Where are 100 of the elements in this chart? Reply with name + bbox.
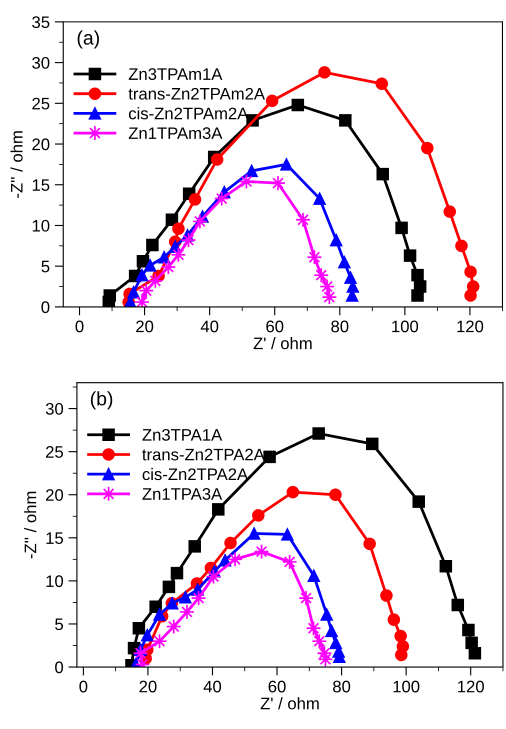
point xyxy=(188,193,202,206)
point xyxy=(411,268,424,282)
point xyxy=(366,438,378,450)
y-tick-label: 0 xyxy=(41,301,50,314)
legend-label: cis-Zn2TPAm2A xyxy=(128,107,248,120)
point xyxy=(153,608,166,621)
annotation: (b) xyxy=(90,391,112,410)
point xyxy=(172,222,185,235)
point xyxy=(179,604,195,620)
x-tick-label: 20 xyxy=(139,680,157,692)
x-tick-label: 40 xyxy=(200,320,218,332)
point xyxy=(338,256,351,268)
point xyxy=(363,538,376,550)
y-tick-label: 20 xyxy=(46,489,64,501)
x-tick-label: 100 xyxy=(392,320,418,332)
point xyxy=(404,249,416,262)
point xyxy=(281,528,294,541)
x-tick-label: 120 xyxy=(457,320,484,332)
y-axis-title: -Z'' / ohm xyxy=(10,131,23,198)
point xyxy=(146,238,159,252)
point xyxy=(452,598,464,612)
x-tick-label: 100 xyxy=(394,680,420,692)
point xyxy=(160,259,176,275)
point xyxy=(313,192,326,205)
x-tick-label: 40 xyxy=(204,680,222,692)
x-axis-title: Z' / ohm xyxy=(254,337,312,350)
point xyxy=(212,503,225,516)
point xyxy=(127,286,140,298)
point xyxy=(329,488,342,501)
y-tick-label: 10 xyxy=(46,575,64,588)
point xyxy=(462,624,475,636)
y-tick-label: 25 xyxy=(32,98,50,110)
point xyxy=(245,164,258,178)
point xyxy=(263,450,276,464)
point xyxy=(141,628,154,642)
x-axis-title: Z' / ohm xyxy=(260,697,319,710)
point xyxy=(206,568,222,584)
y-tick-label: 15 xyxy=(46,532,64,544)
point xyxy=(158,250,170,264)
x-tick-label: 20 xyxy=(136,320,154,332)
x-tick-label: 0 xyxy=(79,680,88,692)
y-tick-label: 20 xyxy=(32,138,50,150)
point xyxy=(394,630,407,642)
x-tick-label: 80 xyxy=(331,320,348,332)
y-tick-label: 0 xyxy=(55,661,64,674)
point xyxy=(444,205,456,218)
x-tick-label: 120 xyxy=(458,680,484,692)
point xyxy=(376,78,388,90)
point xyxy=(412,495,425,508)
point xyxy=(166,214,178,226)
y-tick-label: 30 xyxy=(46,402,64,415)
legend-label: Zn1TPAm3A xyxy=(128,127,222,140)
point xyxy=(132,622,146,635)
point xyxy=(286,486,300,498)
point xyxy=(464,289,477,302)
point xyxy=(421,142,434,154)
y-tick-label: 30 xyxy=(32,56,50,69)
point xyxy=(308,569,320,582)
point xyxy=(170,566,184,580)
point xyxy=(339,114,352,127)
point xyxy=(104,289,116,302)
legend-label: Zn1TPA3A xyxy=(142,488,222,500)
point xyxy=(252,509,265,522)
point xyxy=(144,259,156,272)
point xyxy=(254,544,270,560)
legend-label: trans-Zn2TPA2A xyxy=(142,448,265,460)
point xyxy=(318,66,331,79)
point xyxy=(224,536,237,550)
point xyxy=(134,294,150,307)
point xyxy=(266,94,278,108)
point xyxy=(395,648,408,662)
x-tick-label: 60 xyxy=(268,680,286,692)
point xyxy=(388,613,400,626)
point xyxy=(312,427,325,440)
point xyxy=(179,591,192,604)
point xyxy=(411,289,424,302)
point xyxy=(455,240,468,252)
point xyxy=(188,540,201,553)
y-axis-title: -Z'' / ohm xyxy=(24,492,36,558)
x-tick-label: 0 xyxy=(76,320,84,332)
point xyxy=(210,153,224,166)
point xyxy=(330,234,342,246)
x-tick-label: 60 xyxy=(266,320,284,332)
point xyxy=(136,255,150,268)
y-tick-label: 5 xyxy=(55,618,64,630)
point xyxy=(292,98,304,112)
point xyxy=(440,560,452,572)
x-tick-label: 80 xyxy=(333,680,350,692)
point xyxy=(136,268,148,282)
y-tick-label: 15 xyxy=(32,179,50,191)
y-tick-label: 10 xyxy=(32,220,50,232)
point xyxy=(376,168,389,180)
point xyxy=(248,527,260,540)
annotation: (a) xyxy=(78,30,99,49)
legend-label: trans-Zn2TPAm2A xyxy=(128,88,265,100)
legend-label: cis-Zn2TPA2A xyxy=(142,468,248,480)
point xyxy=(464,266,477,278)
point xyxy=(162,580,176,594)
legend-label: Zn3TPA1A xyxy=(142,428,222,441)
y-tick-label: 5 xyxy=(41,260,50,272)
